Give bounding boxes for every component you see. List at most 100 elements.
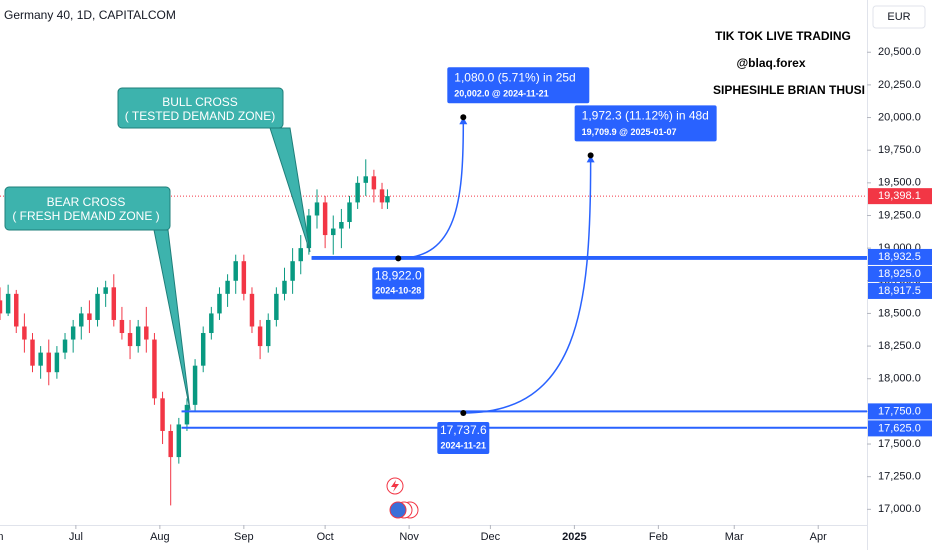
x-tick-label: Jul: [69, 531, 83, 543]
callout-text: ( TESTED DEMAND ZONE): [125, 109, 275, 123]
start-date: 2024-11-21: [441, 440, 487, 450]
candle-body: [249, 293, 255, 327]
y-tick-label: 19,500.0: [878, 177, 921, 189]
y-tick-label: 17,000.0: [878, 503, 921, 515]
x-tick-label: Oct: [317, 531, 334, 543]
y-tick-label: 17,500.0: [878, 438, 921, 450]
candle-body: [192, 365, 198, 405]
candle-body: [111, 287, 117, 320]
currency-button[interactable]: [872, 5, 926, 29]
candle-body: [168, 430, 173, 458]
watermark: SIPHESIHLE BRIAN THUSI: [713, 83, 865, 97]
candle-body: [119, 319, 125, 334]
price-tag-label: 18,917.5: [878, 285, 921, 297]
y-tick-label: 17,250.0: [878, 471, 921, 483]
x-tick-label: Aug: [150, 531, 170, 543]
candle-body: [176, 424, 182, 458]
projection-arc: [463, 161, 592, 414]
overlay: 18,922.0 2024-10-28 1,080.0 (5.71%) in 25d…: [372, 67, 717, 454]
x-tick-label: Nov: [399, 531, 419, 543]
end-point: [587, 152, 594, 159]
arrow-head: [459, 117, 468, 125]
y-tick-label: 18,250.0: [878, 340, 921, 352]
x-tick-label: Feb: [649, 531, 668, 543]
callout-text: BULL CROSS: [162, 95, 238, 109]
candle-body: [62, 339, 68, 353]
candle-body: [54, 352, 60, 373]
candle-body: [135, 326, 141, 347]
price-tag-label: 17,750.0: [878, 405, 921, 417]
callout-text: ( FRESH DEMAND ZONE ): [12, 209, 159, 223]
candle-body: [46, 352, 52, 373]
start-label-box: [437, 422, 490, 454]
watermark: TIK TOK LIVE TRADING: [715, 29, 851, 43]
end-label: 1,080.0 (5.71%) in 25d: [454, 70, 575, 84]
candle-body: [347, 202, 352, 223]
price-tag: [868, 248, 932, 265]
candle-body: [225, 280, 230, 294]
candle-body: [95, 293, 100, 320]
end-point: [460, 114, 467, 121]
candle-body: [298, 248, 303, 262]
bear-callout: BEAR CROSS ( FRESH DEMAND ZONE ): [4, 186, 191, 411]
candle-body: [5, 293, 11, 314]
price-tag: [868, 188, 932, 205]
candle-body: [371, 176, 377, 190]
y-tick-label: 19,750.0: [878, 144, 921, 156]
end-label-box: [447, 67, 590, 104]
projection-arc: [398, 123, 465, 260]
start-point: [460, 410, 467, 416]
candle-body: [379, 189, 385, 203]
candle-body: [0, 300, 3, 314]
candle-body: [355, 182, 360, 203]
candle-body: [200, 333, 206, 366]
candle-body: [103, 287, 108, 294]
x-tick-label: 2025: [562, 531, 586, 543]
chart-title: Germany 40, 1D, CAPITALCOM: [4, 8, 176, 22]
bull-callout: BULL CROSS ( TESTED DEMAND ZONE): [117, 87, 311, 253]
arrow-head: [586, 155, 595, 163]
watermark: @blaq.forex: [736, 56, 805, 70]
candle-body: [385, 196, 390, 203]
candle-body: [306, 215, 312, 249]
end-detail: 19,709.9 @ 2025-01-07: [582, 127, 677, 137]
x-tick-label: Mar: [725, 531, 744, 543]
candle-body: [14, 293, 19, 327]
candle-body: [160, 398, 165, 431]
candle-body: [233, 261, 238, 281]
x-tick-label: Sep: [234, 531, 254, 543]
candle-body: [363, 176, 369, 183]
candle-body: [322, 202, 328, 236]
candle-body: [241, 261, 247, 294]
x-tick-label: Jun: [0, 531, 3, 543]
price-tag-label: 19,398.1: [878, 190, 921, 202]
candle-body: [257, 326, 263, 347]
x-tick-label: Dec: [481, 531, 501, 543]
price-tag: [868, 420, 932, 437]
start-date: 2024-10-28: [375, 286, 421, 296]
y-tick-label: 20,500.0: [878, 46, 921, 58]
candle-body: [38, 352, 43, 366]
price-tag: [868, 403, 932, 420]
price-tag: [868, 282, 932, 299]
candle-body: [79, 313, 84, 327]
start-point: [395, 255, 402, 262]
candle-body: [30, 339, 35, 366]
candle-body: [339, 222, 344, 229]
candle-body: [184, 404, 190, 425]
end-detail: 20,002.0 @ 2024-11-21: [454, 89, 548, 99]
candle-body: [127, 333, 133, 347]
y-tick-label: 19,250.0: [878, 209, 921, 221]
candle-body: [314, 202, 320, 216]
end-label-box: [574, 105, 717, 142]
candle-body: [274, 293, 279, 320]
callout-text: BEAR CROSS: [47, 195, 126, 209]
y-tick-label: 20,000.0: [878, 111, 921, 123]
currency[interactable]: EUR: [887, 11, 910, 23]
end-label: 1,972.3 (11.12%) in 48d: [582, 109, 709, 123]
candle-body: [144, 326, 149, 340]
candle-body: [209, 313, 214, 334]
x-tick-label: Apr: [810, 531, 827, 543]
candle-body: [217, 293, 222, 314]
